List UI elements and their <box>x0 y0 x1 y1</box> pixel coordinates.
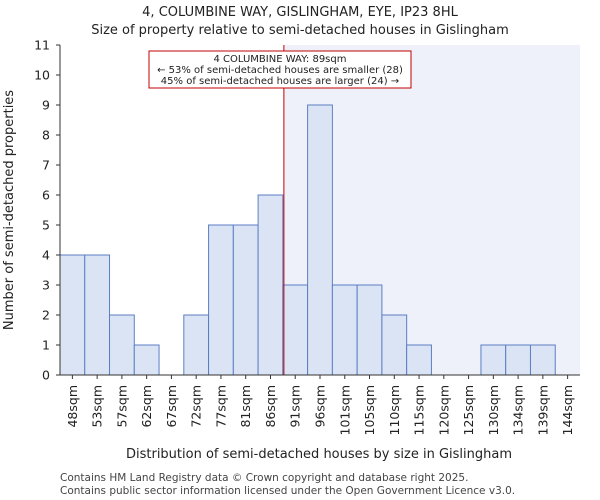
x-tick-label: 77sqm <box>213 385 228 428</box>
y-tick-label: 10 <box>34 68 50 83</box>
x-tick-label: 81sqm <box>238 385 253 428</box>
bar-115sqm <box>406 344 432 376</box>
bars-group <box>59 104 556 376</box>
x-tick-label: 115sqm <box>412 385 427 435</box>
x-tick-label: 125sqm <box>461 385 476 435</box>
footer-line1: Contains HM Land Registry data © Crown c… <box>60 472 468 484</box>
y-axis-label: Number of semi-detached properties <box>2 90 17 330</box>
bar-53sqm <box>84 254 111 376</box>
annotation-line2: ← 53% of semi-detached houses are smalle… <box>157 65 403 76</box>
x-tick-label: 62sqm <box>139 385 154 428</box>
y-tick-label: 1 <box>42 338 50 353</box>
y-tick-label: 9 <box>42 98 50 113</box>
bar-105sqm <box>356 284 383 376</box>
x-tick-label: 101sqm <box>337 385 352 435</box>
bar-86sqm <box>257 194 284 376</box>
y-tick-label: 2 <box>42 308 50 323</box>
x-tick-label: 134sqm <box>511 385 526 435</box>
bar-77sqm <box>208 224 234 376</box>
x-tick-label: 144sqm <box>560 385 575 435</box>
annotation-line1: 4 COLUMBINE WAY: 89sqm <box>214 54 347 65</box>
bar-101sqm <box>331 284 358 376</box>
x-tick-label: 96sqm <box>313 385 328 428</box>
x-ticks-group: 48sqm 53sqm 57sqm 62sqm 67sqm 72sqm 77sqm 81sqm… <box>65 375 575 435</box>
x-tick-label: 120sqm <box>436 385 451 435</box>
x-tick-label: 72sqm <box>189 385 204 428</box>
x-tick-label: 91sqm <box>288 385 303 428</box>
annotation-line3: 45% of semi-detached houses are larger (… <box>161 76 399 87</box>
y-tick-label: 0 <box>42 368 50 383</box>
y-tick-label: 8 <box>42 128 50 143</box>
x-tick-label: 105sqm <box>362 385 377 435</box>
y-tick-label: 3 <box>42 278 50 293</box>
x-tick-label: 53sqm <box>90 385 105 428</box>
y-ticks-group: 0 1 2 3 4 5 6 7 8 9 10 11 <box>34 38 60 383</box>
x-tick-label: 48sqm <box>65 385 80 428</box>
y-tick-label: 7 <box>42 158 50 173</box>
y-tick-label: 11 <box>34 38 50 53</box>
chart-title-line1: 4, COLUMBINE WAY, GISLINGHAM, EYE, IP23 … <box>142 5 458 20</box>
bar-110sqm <box>381 314 408 376</box>
x-tick-label: 67sqm <box>164 385 179 428</box>
bar-91sqm <box>282 284 309 376</box>
x-tick-label: 130sqm <box>486 385 501 435</box>
x-tick-label: 139sqm <box>535 385 550 435</box>
bar-134sqm <box>505 344 531 376</box>
y-tick-label: 4 <box>42 248 50 263</box>
marker-annotation: 4 COLUMBINE WAY: 89sqm ← 53% of semi-det… <box>148 50 412 89</box>
x-tick-label: 86sqm <box>263 385 278 428</box>
bar-57sqm <box>109 314 135 376</box>
bar-130sqm <box>480 344 507 376</box>
x-tick-label: 57sqm <box>114 385 129 428</box>
bar-72sqm <box>183 314 210 376</box>
y-tick-label: 5 <box>42 218 50 233</box>
x-tick-label: 110sqm <box>387 385 402 435</box>
bar-48sqm <box>59 254 86 376</box>
bar-81sqm <box>232 224 259 376</box>
x-axis-label: Distribution of semi-detached houses by … <box>126 447 512 462</box>
bar-62sqm <box>133 344 160 376</box>
annotation-box <box>148 50 412 89</box>
footer-line2: Contains public sector information licen… <box>60 485 515 497</box>
bar-96sqm <box>307 104 333 376</box>
chart-title-line2: Size of property relative to semi-detach… <box>91 23 509 38</box>
bar-139sqm <box>529 344 556 376</box>
y-tick-label: 6 <box>42 188 50 203</box>
